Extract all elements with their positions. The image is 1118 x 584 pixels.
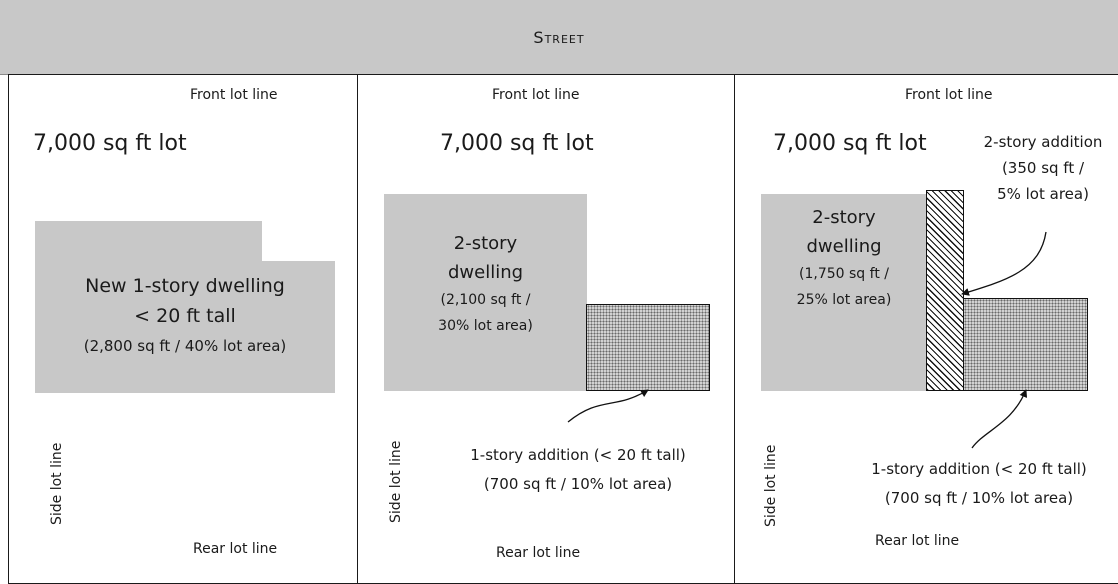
addition-label-line-1: 1-story addition (< 20 ft tall) <box>871 460 1087 478</box>
rear-lot-line-label: Rear lot line <box>193 541 278 557</box>
addition-upper-line-2: (350 sq ft / <box>1001 159 1085 177</box>
addition-2story <box>926 190 964 391</box>
lot-1: Front lot line 7,000 sq ft lot New 1-sto… <box>8 74 358 584</box>
addition-label-line-2: (700 sq ft / 10% lot area) <box>884 489 1074 507</box>
dwelling-label: 2-story dwelling (1,750 sq ft / 25% lot … <box>761 203 927 313</box>
lot-3: Front lot line 7,000 sq ft lot 2-story a… <box>734 74 1118 584</box>
addition-label: 1-story addition (< 20 ft tall) (700 sq … <box>829 455 1118 513</box>
dwelling-label-line-1: 2-story <box>453 233 518 254</box>
addition-label-line-1: 1-story addition (< 20 ft tall) <box>470 446 686 464</box>
dwelling-label: New 1-story dwelling < 20 ft tall (2,800… <box>35 271 335 361</box>
dwelling-label-line-4: 30% lot area) <box>438 318 533 334</box>
addition-upper-line-3: 5% lot area) <box>997 185 1089 203</box>
rear-lot-line-label: Rear lot line <box>496 545 581 561</box>
addition-1story <box>586 304 710 391</box>
dwelling-2story <box>384 194 587 391</box>
rear-lot-line-label: Rear lot line <box>875 533 960 549</box>
front-lot-line-label: Front lot line <box>905 87 993 103</box>
addition-label: 1-story addition (< 20 ft tall) (700 sq … <box>418 441 738 499</box>
dwelling-label-line-4: 25% lot area) <box>796 292 892 308</box>
addition-1story <box>963 298 1088 391</box>
lot-area-label: 7,000 sq ft lot <box>773 131 927 156</box>
lot-area-label: 7,000 sq ft lot <box>440 131 594 156</box>
dwelling-label-line-1: New 1-story dwelling <box>85 275 285 297</box>
dwelling-label-line-2: dwelling <box>806 236 882 257</box>
arrow-to-addition-lot-2 <box>567 389 649 423</box>
addition-label-line-2: (700 sq ft / 10% lot area) <box>483 475 673 493</box>
dwelling-label-line-3: (1,750 sq ft / <box>799 266 889 282</box>
dwelling-label-line-3: (2,100 sq ft / <box>440 292 531 308</box>
addition-upper-label: 2-story addition (350 sq ft / 5% lot are… <box>963 129 1118 207</box>
arrow-to-1story-addition-lot-3 <box>971 389 1028 449</box>
front-lot-line-label: Front lot line <box>190 87 278 103</box>
dwelling-1story-main <box>35 261 335 393</box>
dwelling-label: 2-story dwelling (2,100 sq ft / 30% lot … <box>384 229 587 339</box>
arrow-to-2story-addition-lot-3 <box>961 231 1047 296</box>
lot-area-label: 7,000 sq ft lot <box>33 131 187 156</box>
dwelling-label-line-2: < 20 ft tall <box>134 305 236 327</box>
dwelling-1story <box>35 221 262 262</box>
street-label: Street <box>533 27 585 47</box>
dwelling-2story <box>761 194 927 391</box>
dwelling-label-line-3: (2,800 sq ft / 40% lot area) <box>83 337 287 355</box>
addition-upper-line-1: 2-story addition <box>983 133 1103 151</box>
dwelling-label-line-2: dwelling <box>447 262 524 283</box>
front-lot-line-label: Front lot line <box>492 87 580 103</box>
lot-2: Front lot line 7,000 sq ft lot 2-story d… <box>357 74 735 584</box>
dwelling-label-line-1: 2-story <box>812 207 876 228</box>
